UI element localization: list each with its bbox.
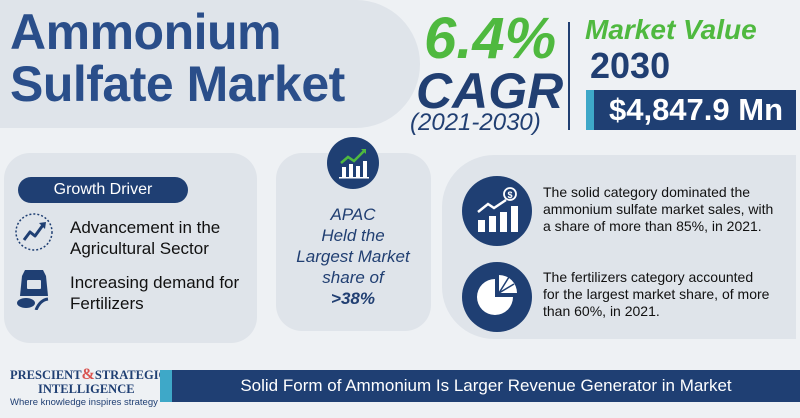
title-line-2: Sulfate Market: [10, 56, 345, 112]
logo-ampersand: &: [81, 366, 95, 383]
logo-tagline: Where knowledge inspires strategy: [10, 397, 158, 408]
growth-driver-item-1-line-1: Advancement in the: [70, 218, 221, 237]
highlight-2-line-1: The fertilizers category accounted: [543, 269, 754, 285]
fertilizer-bag-icon: [16, 266, 52, 315]
region-line-2: Held the: [321, 226, 385, 245]
region-name: APAC: [330, 205, 376, 224]
cagr-period: (2021-2030): [410, 109, 541, 136]
pie-chart-icon: [462, 262, 532, 332]
market-value-amount: $4,847.9 Mn: [586, 90, 796, 130]
region-statement: APAC Held the Largest Market share of >3…: [278, 204, 428, 309]
growth-driver-item-1: Advancement in the Agricultural Sector: [70, 217, 220, 259]
highlight-2-line-2: for the largest market share, of more: [543, 286, 770, 302]
region-share: >38%: [331, 289, 375, 308]
logo-word-1: PRESCIENT: [10, 368, 82, 382]
highlight-2: The fertilizers category accounted for t…: [543, 269, 769, 320]
growth-driver-item-2-line-1: Increasing demand for: [70, 273, 240, 292]
cagr-label: CAGR: [416, 63, 564, 119]
highlight-1-line-1: The solid category dominated the: [543, 184, 751, 200]
footer-banner: [160, 370, 800, 402]
market-value-year: 2030: [590, 45, 671, 86]
highlight-2-line-3: than 60%, in 2021.: [543, 303, 660, 319]
logo-word-3: INTELLIGENCE: [38, 382, 135, 396]
logo: PRESCIENT&STRATEGIC: [10, 366, 168, 383]
region-line-3: Largest Market: [296, 247, 410, 266]
market-value-label: Market Value: [585, 14, 757, 45]
highlight-1: The solid category dominated the ammoniu…: [543, 184, 773, 235]
footer-banner-text: Solid Form of Ammonium Is Larger Revenue…: [240, 376, 732, 395]
growth-trend-icon: [14, 212, 54, 257]
cagr-value: 6.4%: [424, 6, 557, 71]
logo-word-2: STRATEGIC: [94, 368, 168, 382]
revenue-chart-icon: $: [462, 176, 532, 246]
svg-text:$: $: [507, 190, 512, 200]
region-line-4: share of: [322, 268, 384, 287]
title-line-1: Ammonium: [10, 4, 281, 60]
highlight-1-line-2: ammonium sulfate market sales, with: [543, 201, 774, 217]
highlight-1-line-3: a share of more than 85%, in 2021.: [543, 218, 762, 234]
growth-driver-item-2: Increasing demand for Fertilizers: [70, 272, 239, 314]
bar-chart-icon: [327, 137, 379, 189]
growth-driver-item-1-line-2: Agricultural Sector: [70, 239, 209, 258]
growth-driver-heading: Growth Driver: [18, 177, 188, 203]
header-divider: [568, 22, 570, 130]
title-block: [0, 0, 420, 128]
growth-driver-item-2-line-2: Fertilizers: [70, 294, 144, 313]
page-title: Ammonium Sulfate Market: [10, 6, 345, 110]
